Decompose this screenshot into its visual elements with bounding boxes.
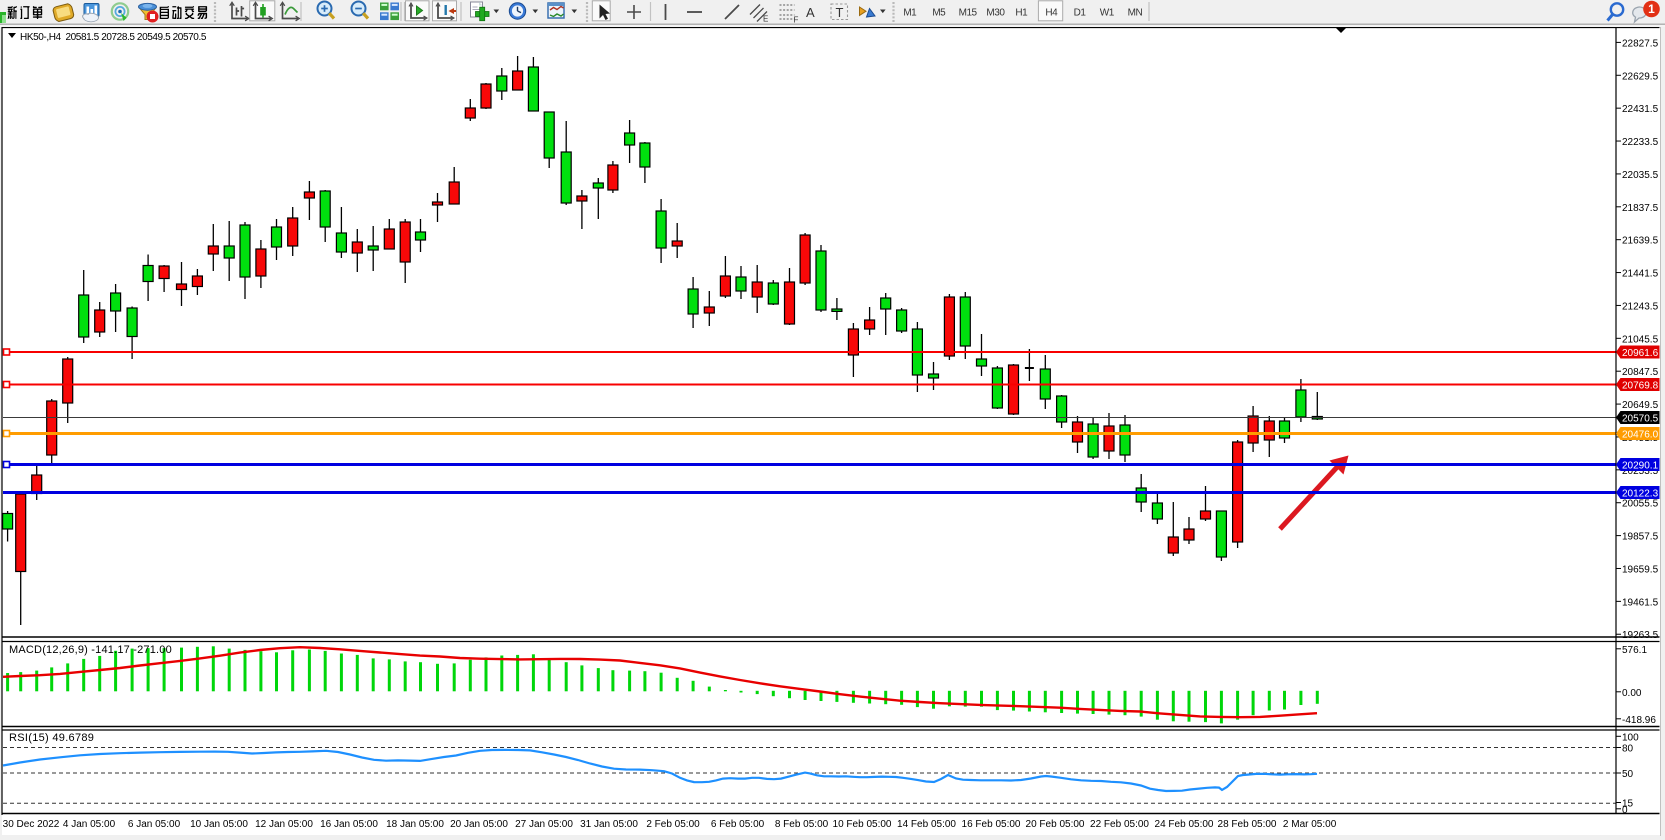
svg-text:W1: W1 [1100,8,1115,19]
svg-text:100: 100 [1622,732,1639,743]
svg-text:2 Mar 05:00: 2 Mar 05:00 [1283,819,1337,830]
svg-text:1: 1 [1648,2,1655,16]
svg-text:20570.5: 20570.5 [1622,413,1659,424]
svg-text:19659.5: 19659.5 [1622,564,1659,575]
svg-text:10 Feb 05:00: 10 Feb 05:00 [833,819,892,830]
svg-text:20847.5: 20847.5 [1622,367,1659,378]
svg-text:E: E [763,15,768,24]
svg-text:20769.8: 20769.8 [1622,380,1659,391]
svg-text:22 Feb 05:00: 22 Feb 05:00 [1090,819,1149,830]
svg-text:6 Jan 05:00: 6 Jan 05:00 [128,819,181,830]
svg-text:21243.5: 21243.5 [1622,301,1659,312]
svg-text:M30: M30 [986,8,1005,19]
svg-text:22827.5: 22827.5 [1622,38,1659,49]
svg-text:80: 80 [1622,744,1634,755]
svg-text:22233.5: 22233.5 [1622,137,1659,148]
svg-text:20253.5: 20253.5 [1622,466,1659,477]
svg-text:22035.5: 22035.5 [1622,170,1659,181]
svg-text:14 Feb 05:00: 14 Feb 05:00 [897,819,956,830]
svg-text:0: 0 [1622,805,1628,816]
svg-text:M5: M5 [932,8,946,19]
svg-text:16 Feb 05:00: 16 Feb 05:00 [962,819,1021,830]
svg-text:24 Feb 05:00: 24 Feb 05:00 [1155,819,1214,830]
svg-text:21441.5: 21441.5 [1622,269,1659,280]
svg-text:21837.5: 21837.5 [1622,203,1659,214]
svg-text:28 Feb 05:00: 28 Feb 05:00 [1218,819,1277,830]
svg-text:MACD(12,26,9) -141.17 -271.00: MACD(12,26,9) -141.17 -271.00 [9,644,172,656]
svg-text:12 Jan 05:00: 12 Jan 05:00 [255,819,313,830]
svg-text:19461.5: 19461.5 [1622,597,1659,608]
svg-text:16 Jan 05:00: 16 Jan 05:00 [320,819,378,830]
svg-text:20476.0: 20476.0 [1622,429,1659,440]
svg-text:M1: M1 [903,8,917,19]
svg-text:20 Feb 05:00: 20 Feb 05:00 [1026,819,1085,830]
svg-text:-418.96: -418.96 [1622,715,1656,726]
svg-text:15: 15 [1622,799,1634,810]
svg-text:19857.5: 19857.5 [1622,532,1659,543]
svg-text:0.00: 0.00 [1622,688,1642,699]
svg-text:RSI(15) 49.6789: RSI(15) 49.6789 [9,732,94,744]
svg-text:22629.5: 22629.5 [1622,71,1659,82]
svg-text:H1: H1 [1015,8,1028,19]
svg-text:19263.5: 19263.5 [1622,630,1659,641]
svg-text:MN: MN [1128,8,1143,19]
svg-text:8 Feb 05:00: 8 Feb 05:00 [775,819,829,830]
svg-text:20 Jan 05:00: 20 Jan 05:00 [450,819,508,830]
svg-text:20290.1: 20290.1 [1622,460,1659,471]
svg-text:30 Dec 2022: 30 Dec 2022 [3,819,60,830]
svg-text:20961.6: 20961.6 [1622,348,1659,359]
svg-text:10 Jan 05:00: 10 Jan 05:00 [190,819,248,830]
svg-text:4 Jan 05:00: 4 Jan 05:00 [63,819,116,830]
svg-text:H4: H4 [1045,8,1058,19]
svg-text:2 Feb 05:00: 2 Feb 05:00 [646,819,700,830]
svg-text:20122.3: 20122.3 [1622,488,1659,499]
svg-text:21045.5: 21045.5 [1622,334,1659,345]
svg-text:A: A [806,5,815,20]
svg-text:31 Jan 05:00: 31 Jan 05:00 [580,819,638,830]
svg-text:D1: D1 [1074,8,1087,19]
svg-text:50: 50 [1622,769,1634,780]
svg-text:20055.5: 20055.5 [1622,499,1659,510]
svg-text:T: T [836,5,844,20]
svg-text:M15: M15 [959,8,978,19]
svg-text:22431.5: 22431.5 [1622,104,1659,115]
svg-text:21639.5: 21639.5 [1622,236,1659,247]
svg-text:6 Feb 05:00: 6 Feb 05:00 [711,819,765,830]
svg-text:20649.5: 20649.5 [1622,400,1659,411]
svg-text:F: F [794,16,799,25]
svg-text:27 Jan 05:00: 27 Jan 05:00 [515,819,573,830]
svg-text:HK50-,H4 20581.5 20728.5 2054: HK50-,H4 20581.5 20728.5 20549.5 20570.5 [20,32,207,43]
svg-text:576.1: 576.1 [1622,645,1647,656]
svg-text:18 Jan 05:00: 18 Jan 05:00 [386,819,444,830]
